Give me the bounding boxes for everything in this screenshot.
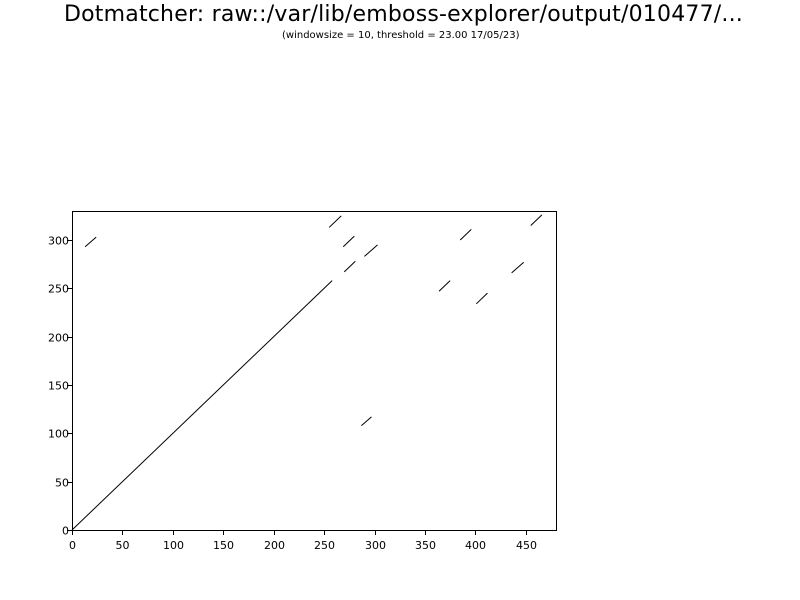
match-segment [361,416,372,426]
x-tick-label: 100 [163,539,184,552]
plot-frame [72,211,557,531]
x-tick-label: 200 [264,539,285,552]
x-axis: 0 50 100 150 200 250 300 350 400 450 [69,530,537,552]
match-segment [475,292,488,305]
x-tick-label: 400 [465,539,486,552]
match-segment [364,244,378,257]
y-tick-label: 100 [48,428,69,441]
match-segment [328,215,342,228]
y-tick-label: 0 [62,525,69,538]
y-tick-label: 200 [48,332,69,345]
chart-subtitle: (windowsize = 10, threshold = 23.00 17/0… [282,30,520,41]
x-tick-label: 450 [516,539,537,552]
match-segment [511,261,525,274]
x-tick-label: 250 [314,539,335,552]
match-segment [343,260,356,273]
x-tick-label: 350 [415,539,436,552]
dot-segments [71,214,543,531]
y-axis: 0 50 100 150 200 250 300 [48,235,72,538]
y-tick-label: 300 [48,235,69,248]
x-tick-label: 150 [213,539,234,552]
match-segment [438,280,451,292]
chart-title: Dotmatcher: raw::/var/lib/emboss-explore… [64,2,743,27]
y-tick-label: 50 [55,477,69,490]
x-tick-label: 50 [116,539,130,552]
match-segment [459,229,472,241]
match-segment [342,235,355,248]
y-tick-label: 250 [48,283,69,296]
match-segment [84,236,97,248]
match-segment [530,214,543,226]
y-tick-label: 150 [48,380,69,393]
match-segment [71,280,333,531]
x-tick-label: 300 [365,539,386,552]
x-tick-label: 0 [69,539,76,552]
